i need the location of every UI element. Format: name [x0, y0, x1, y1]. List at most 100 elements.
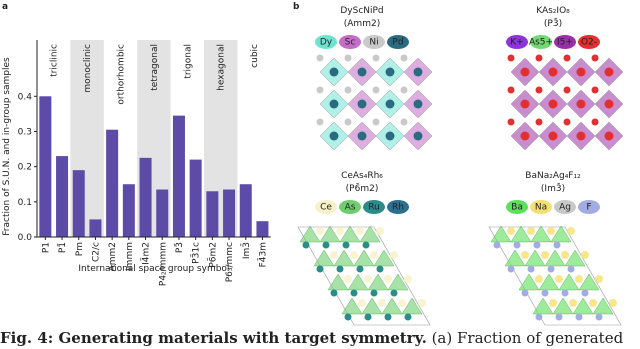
- x-tick-label: P1: [41, 242, 51, 253]
- x-tick-label: Im3̄: [240, 242, 252, 259]
- caption-label: Fig. 4: Generating materials with target…: [0, 329, 427, 347]
- atom: [555, 275, 563, 283]
- atom: [385, 131, 395, 141]
- group-label: orthorhombic: [117, 44, 127, 105]
- polyhedron: [333, 249, 355, 267]
- group-label: monoclinic: [83, 44, 93, 93]
- atom: [357, 99, 367, 109]
- element-chip: [339, 35, 361, 49]
- atom: [604, 131, 614, 141]
- atom: [376, 265, 384, 273]
- atom: [404, 275, 412, 283]
- atom: [541, 289, 549, 297]
- atom: [507, 54, 515, 62]
- polyhedron: [339, 225, 361, 243]
- structure-formula: BaNa₂Ag₄F₁₂: [525, 171, 581, 181]
- structure-drawing: [488, 225, 622, 326]
- x-tick-label: P3̄1c: [190, 242, 202, 264]
- atom: [581, 289, 589, 297]
- atom: [569, 299, 577, 307]
- atom: [372, 118, 380, 126]
- atom: [549, 299, 557, 307]
- element-chip: [530, 35, 552, 49]
- atom: [336, 265, 344, 273]
- atom: [535, 86, 543, 94]
- element-label: Ni: [369, 38, 378, 48]
- atom: [398, 299, 406, 307]
- atom: [576, 67, 586, 77]
- atom: [413, 131, 423, 141]
- atom: [390, 251, 398, 259]
- x-tick-label: F4̄3m: [257, 242, 269, 267]
- atom: [350, 289, 358, 297]
- element-label: Na: [535, 203, 547, 213]
- atom: [342, 241, 350, 249]
- polyhedron: [544, 249, 566, 267]
- element-chip: [363, 35, 385, 49]
- polyhedron: [578, 273, 600, 291]
- group-label: tetragonal: [150, 44, 160, 91]
- atom: [507, 265, 515, 273]
- structure-formula: CeAs₄Rh₆: [341, 171, 383, 181]
- y-tick-label: 0.1: [18, 198, 32, 208]
- atom: [385, 67, 395, 77]
- atom: [561, 289, 569, 297]
- bar: [239, 184, 252, 237]
- x-tick-label: P3̄: [173, 242, 185, 253]
- structure-group: (P3̄): [544, 17, 562, 29]
- polyhedron: [373, 249, 395, 267]
- atom: [384, 275, 392, 283]
- atom: [567, 265, 575, 273]
- atom: [378, 299, 386, 307]
- atom: [418, 299, 426, 307]
- atom: [357, 67, 367, 77]
- bar: [156, 189, 169, 237]
- element-chip: [339, 200, 361, 214]
- element-label: K+: [510, 38, 523, 48]
- atom: [413, 67, 423, 77]
- polyhedron: [510, 225, 532, 243]
- atom: [535, 118, 543, 126]
- element-label: Ag: [559, 203, 571, 213]
- polyhedron: [524, 249, 546, 267]
- structure-formula: DyScNiPd: [340, 6, 383, 16]
- polyhedron: [564, 249, 586, 267]
- atom: [513, 241, 521, 249]
- atom: [358, 299, 366, 307]
- atom: [400, 86, 408, 94]
- atom: [316, 86, 324, 94]
- atom: [329, 99, 339, 109]
- atom: [527, 227, 535, 235]
- element-label: F: [586, 203, 591, 213]
- atom: [356, 265, 364, 273]
- atom: [364, 313, 372, 321]
- element-chip: [387, 200, 409, 214]
- x-tick-label: C2/c: [91, 242, 101, 262]
- atom: [372, 86, 380, 94]
- polyhedron: [299, 225, 321, 243]
- atom: [316, 54, 324, 62]
- polyhedron: [347, 273, 369, 291]
- x-tick-label: Immm: [125, 242, 135, 271]
- polyhedron: [319, 225, 341, 243]
- atom: [507, 227, 515, 235]
- atom: [520, 99, 530, 109]
- atom: [563, 118, 571, 126]
- element-chip: [530, 200, 552, 214]
- element-label: Sc: [345, 38, 356, 48]
- y-axis-label: Fraction of S.U.N. and in-group samples: [2, 57, 12, 236]
- polyhedron: [552, 297, 574, 315]
- x-tick-label: P6̄m2: [207, 242, 219, 268]
- element-chip: [363, 200, 385, 214]
- structure-group: (P6̄m2): [346, 182, 379, 194]
- element-label: O2-: [581, 38, 597, 48]
- atom: [350, 251, 358, 259]
- bar: [39, 96, 52, 238]
- atom: [376, 227, 384, 235]
- element-label: As5+: [529, 38, 553, 48]
- atom: [370, 251, 378, 259]
- x-tick-label: P1̄: [56, 242, 68, 253]
- atom: [567, 227, 575, 235]
- atom: [364, 275, 372, 283]
